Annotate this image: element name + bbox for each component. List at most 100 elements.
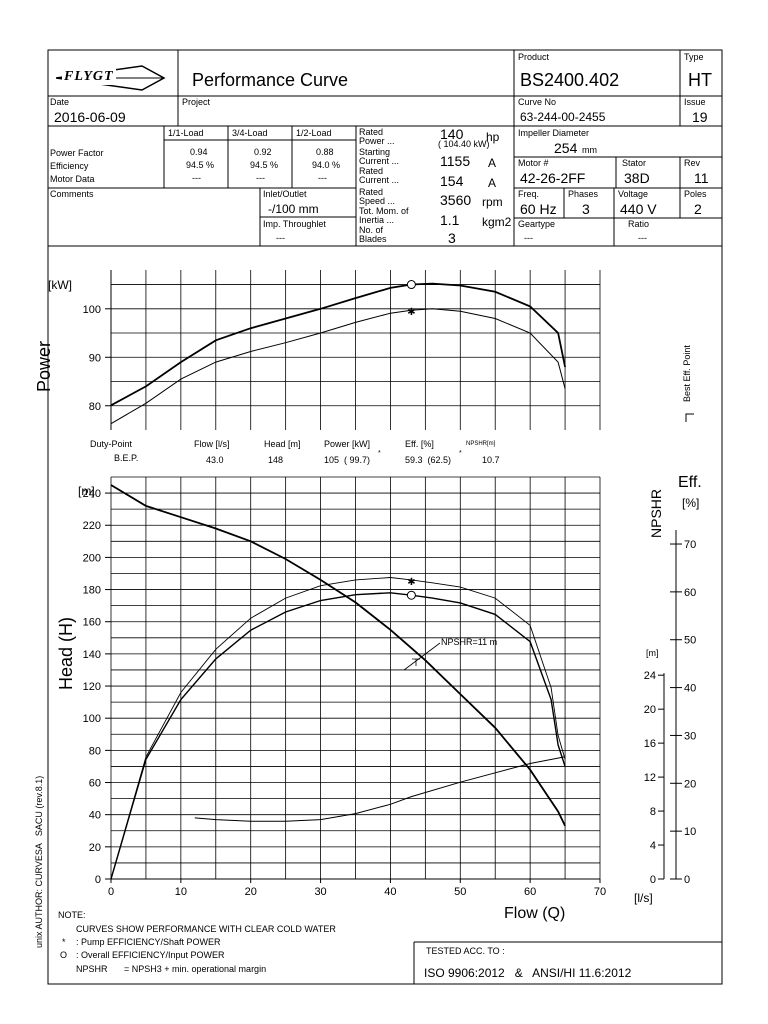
- npshr-duty-tick: [412, 658, 420, 666]
- rated-current-label: Rated Current ...: [359, 166, 400, 185]
- npshr-tick-label: 24: [644, 670, 656, 682]
- date-value: 2016-06-09: [54, 109, 126, 125]
- tested-value: ISO 9906:2012 & ANSI/HI 11.6:2012: [424, 966, 632, 980]
- duty-power-header: Power [kW]: [324, 439, 371, 449]
- rated-speed-label: Rated Speed ...: [359, 187, 396, 206]
- issue-label: Issue: [684, 97, 706, 107]
- eff-tick-label: 30: [684, 730, 696, 742]
- freq-label: Freq.: [518, 189, 540, 199]
- rev-label: Rev: [684, 158, 701, 168]
- head-series-line: [110, 577, 566, 880]
- power-star-marker: ✱: [407, 307, 415, 318]
- head-ytick-label: 120: [83, 681, 101, 693]
- star-text: : Pump EFFICIENCY/Shaft POWER: [76, 937, 221, 947]
- head-ytick-label: 40: [89, 810, 101, 822]
- starting-current-unit: A: [488, 156, 497, 170]
- eff-tick-label: 70: [684, 539, 696, 551]
- head-xtick-label: 0: [108, 886, 114, 898]
- npshr-axis-title: NPSHR: [648, 488, 664, 538]
- eff-tick-label: 20: [684, 778, 696, 790]
- voltage-value: 440 V: [620, 201, 657, 217]
- comments-label: Comments: [50, 189, 94, 199]
- load-header-half: 1/2-Load: [296, 128, 332, 138]
- bep-label: B.E.P.: [114, 453, 139, 463]
- duty-power-value: 105 ( 99.7): [324, 455, 371, 465]
- product-value: BS2400.402: [520, 70, 620, 90]
- power-series-line: [110, 282, 566, 407]
- pf-three-quarter: 0.92: [254, 147, 272, 157]
- rated-speed-unit: rpm: [482, 195, 503, 209]
- eff-tick-label: 40: [684, 683, 696, 695]
- project-label: Project: [182, 97, 211, 107]
- power-series-line: [110, 308, 566, 425]
- pf-half: 0.88: [316, 147, 334, 157]
- page-title: Performance Curve: [192, 70, 349, 90]
- head-xtick-label: 70: [594, 886, 606, 898]
- power-ytick-label: 90: [89, 352, 101, 364]
- head-ytick-label: 0: [95, 874, 101, 886]
- stator-label: Stator: [622, 158, 647, 168]
- circle-symbol: O: [60, 950, 68, 960]
- head-ytick-label: 140: [83, 649, 101, 661]
- head-ytick-label: 160: [83, 617, 101, 629]
- duty-flow-header: Flow [l/s]: [194, 439, 230, 449]
- duty-head-header: Head [m]: [264, 439, 301, 449]
- ratio-value: ---: [638, 233, 647, 243]
- eff-star-marker: ✱: [407, 577, 415, 588]
- npshr-annotation: NPSHR=11 m: [441, 637, 498, 647]
- npshr-tick-label: 16: [644, 738, 656, 750]
- inertia-unit: kgm2: [482, 215, 512, 229]
- rated-speed-value: 3560: [440, 192, 472, 208]
- duty-npshr-header: NPSHR[m]: [466, 441, 496, 447]
- eff-circle-marker: [406, 590, 416, 600]
- duty-power-mark: *: [378, 450, 381, 457]
- head-series-line: [110, 592, 566, 880]
- head-series-line: [194, 756, 566, 822]
- head-xtick-label: 60: [524, 886, 536, 898]
- head-ytick-label: 200: [83, 552, 101, 564]
- best-eff-point-label: Best Eff. Point: [682, 345, 692, 402]
- poles-label: Poles: [684, 189, 707, 199]
- eff-tick-label: 0: [684, 874, 690, 886]
- row-label-motor-data: Motor Data: [50, 174, 95, 184]
- duty-flow-value: 43.0: [206, 455, 224, 465]
- freq-value: 60 Hz: [520, 201, 557, 217]
- eff-full: 94.5 %: [186, 160, 215, 170]
- duty-eff-header: Eff. [%]: [405, 439, 434, 449]
- circle-text: : Overall EFFICIENCY/Input POWER: [76, 950, 225, 960]
- md-full: ---: [192, 173, 201, 183]
- imp-throughlet-label: Imp. Throughlet: [263, 219, 326, 229]
- blades-value: 3: [448, 230, 456, 246]
- npshr-note-text: = NPSH3 + min. operational margin: [124, 964, 267, 974]
- geartype-label: Geartype: [518, 219, 556, 229]
- duty-npshr-value: 10.7: [482, 455, 500, 465]
- notes-title: NOTE:: [58, 910, 86, 920]
- npshr-leader-line: [403, 642, 441, 671]
- duty-eff-value: 59.3 (62.5): [405, 455, 452, 465]
- rev-value: 11: [694, 170, 709, 186]
- rated-current-unit: A: [488, 176, 497, 190]
- head-axis-title: Head (H): [56, 616, 76, 690]
- blades-label: No. of Blades: [359, 225, 387, 244]
- power-circle-marker: [406, 280, 416, 290]
- eff-axis-unit: [%]: [682, 496, 700, 510]
- eff-half: 94.0 %: [312, 160, 341, 170]
- eff-three-quarter: 94.5 %: [250, 160, 279, 170]
- voltage-label: Voltage: [618, 189, 649, 199]
- rated-power-kw: ( 104.40 kW): [438, 139, 490, 149]
- inlet-value: -/100 mm: [268, 202, 319, 216]
- head-xtick-label: 10: [175, 886, 187, 898]
- curve-no-value: 63-244-00-2455: [520, 110, 606, 124]
- npshr-tick-label: 12: [644, 772, 656, 784]
- tested-label: TESTED ACC. TO :: [426, 946, 505, 956]
- type-value: HT: [688, 70, 712, 90]
- impeller-diameter-value: 254: [554, 140, 578, 156]
- head-ytick-label: 180: [83, 585, 101, 597]
- npshr-axis-unit: [m]: [646, 648, 659, 658]
- impeller-diameter-unit: mm: [582, 145, 597, 155]
- eff-tick-label: 60: [684, 587, 696, 599]
- date-label: Date: [50, 97, 70, 107]
- notes-line1: CURVES SHOW PERFORMANCE WITH CLEAR COLD …: [76, 924, 336, 934]
- geartype-value: ---: [524, 233, 533, 243]
